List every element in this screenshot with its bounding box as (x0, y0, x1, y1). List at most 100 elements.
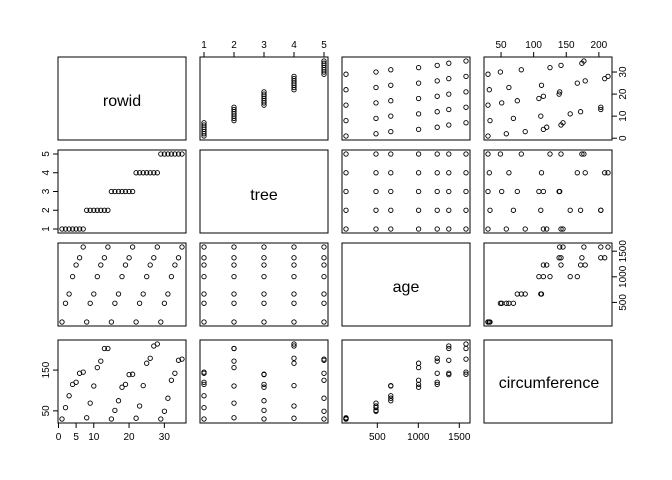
point-age-vs-rowid-3 (66, 291, 72, 297)
point-tree-vs-rowid-34 (175, 151, 182, 157)
point-circumference-vs-tree-29 (321, 416, 327, 422)
point-circumference-vs-rowid-34 (175, 357, 182, 363)
point-age-vs-tree-33 (321, 262, 327, 268)
point-tree-vs-age-25 (415, 170, 422, 176)
point-rowid-vs-circumference-33 (558, 62, 564, 69)
point-tree-vs-circumference-19 (540, 188, 547, 195)
point-circumference-vs-tree-28 (291, 341, 297, 347)
point-tree-vs-rowid-35 (179, 151, 185, 157)
point-tree-vs-age-3 (388, 226, 394, 232)
point-rowid-vs-circumference-16 (499, 100, 505, 106)
point-rowid-vs-age-20 (446, 91, 452, 97)
point-circumference-vs-rowid-25 (144, 360, 150, 366)
point-tree-vs-rowid-33 (172, 151, 178, 157)
point-circumference-vs-rowid-7 (80, 369, 86, 375)
point-tree-vs-circumference-24 (538, 170, 545, 176)
panel-age-vs-age (341, 242, 471, 327)
point-age-vs-circumference-13 (598, 255, 604, 261)
point-tree-vs-rowid-1 (59, 226, 65, 232)
point-tree-vs-circumference-5 (544, 226, 550, 232)
point-age-vs-tree-18 (261, 273, 267, 280)
point-age-vs-rowid-27 (151, 255, 157, 261)
point-circumference-vs-rowid-20 (126, 371, 132, 378)
point-tree-vs-rowid-10 (91, 207, 97, 213)
point-age-vs-rowid-33 (172, 262, 178, 268)
rowid_bottom-tick-label-4: 30 (159, 432, 171, 443)
point-tree-vs-rowid-13 (101, 207, 108, 213)
point-age-vs-circumference-5 (544, 262, 550, 268)
point-rowid-vs-age-31 (388, 67, 394, 73)
point-age-vs-circumference-26 (582, 262, 588, 268)
point-age-vs-tree-2 (201, 300, 207, 306)
point-tree-vs-rowid-26 (147, 170, 153, 176)
point-rowid-vs-circumference-32 (547, 64, 553, 71)
point-age-vs-circumference-32 (547, 273, 553, 280)
point-tree-vs-circumference-26 (582, 170, 588, 176)
point-circumference-vs-age-26 (434, 355, 440, 361)
point-tree-vs-rowid-9 (87, 207, 93, 213)
point-age-vs-tree-23 (291, 300, 297, 306)
point-circumference-vs-rowid-10 (91, 383, 97, 389)
point-age-vs-rowid-7 (80, 244, 86, 250)
point-rowid-vs-age-22 (343, 87, 349, 93)
point-age-vs-tree-25 (291, 273, 297, 280)
point-rowid-vs-age-17 (388, 98, 394, 104)
point-tree-vs-rowid-16 (112, 188, 118, 195)
point-rowid-vs-age-25 (415, 80, 422, 86)
point-circumference-vs-rowid-23 (136, 403, 143, 409)
point-circumference-vs-age-21 (463, 371, 469, 377)
point-circumference-vs-age-7 (463, 369, 469, 375)
point-circumference-vs-tree-18 (261, 384, 267, 390)
point-circumference-vs-tree-30 (321, 408, 327, 414)
panel-rowid-vs-age (341, 56, 471, 141)
rowid_right-tick-label-1: 10 (618, 110, 629, 122)
point-tree-vs-age-14 (463, 207, 469, 213)
point-age-vs-rowid-24 (140, 291, 146, 297)
point-circumference-vs-tree-9 (231, 400, 237, 406)
diag-label-rowid: rowid (103, 93, 141, 110)
point-circumference-vs-rowid-21 (129, 371, 136, 377)
point-tree-vs-circumference-33 (558, 151, 564, 157)
point-circumference-vs-age-23 (373, 403, 379, 409)
panel-circumference-vs-circumference (483, 339, 613, 424)
point-circumference-vs-tree-1 (201, 416, 207, 422)
panel-rowid-vs-rowid (57, 56, 187, 141)
point-circumference-vs-tree-21 (261, 371, 267, 377)
point-tree-vs-circumference-2 (503, 226, 509, 232)
point-circumference-vs-tree-35 (321, 356, 327, 362)
point-age-vs-rowid-25 (144, 273, 150, 280)
point-tree-vs-age-32 (415, 151, 422, 157)
point-tree-vs-circumference-23 (506, 170, 512, 176)
point-rowid-vs-circumference-15 (485, 102, 491, 108)
point-age-vs-circumference-24 (538, 291, 545, 297)
point-circumference-vs-age-5 (434, 379, 440, 385)
point-tree-vs-rowid-2 (62, 226, 69, 232)
point-tree-vs-rowid-25 (144, 170, 150, 176)
point-tree-vs-age-13 (446, 207, 452, 213)
point-circumference-vs-rowid-28 (154, 341, 160, 347)
point-circumference-vs-tree-11 (231, 364, 237, 371)
age_bottom-tick-label-0: 500 (369, 432, 386, 443)
point-rowid-vs-age-24 (388, 82, 394, 88)
point-circumference-vs-age-33 (434, 370, 440, 376)
point-tree-vs-rowid-27 (151, 170, 157, 176)
point-age-vs-rowid-19 (122, 262, 129, 268)
point-age-vs-tree-34 (321, 255, 327, 261)
point-tree-vs-rowid-5 (73, 226, 79, 232)
point-age-vs-circumference-7 (560, 244, 566, 250)
point-circumference-vs-rowid-2 (62, 404, 69, 411)
point-tree-vs-circumference-12 (577, 207, 584, 213)
point-circumference-vs-tree-19 (261, 381, 267, 388)
point-rowid-vs-age-35 (463, 58, 469, 64)
point-circumference-vs-rowid-13 (101, 345, 108, 352)
point-age-vs-tree-13 (231, 255, 237, 261)
point-circumference-vs-rowid-24 (140, 382, 146, 389)
point-tree-vs-age-11 (415, 207, 422, 213)
point-age-vs-tree-17 (261, 291, 267, 297)
point-rowid-vs-age-7 (463, 120, 469, 126)
diag-label-circumference: circumference (499, 375, 600, 392)
point-circumference-vs-tree-32 (321, 377, 327, 383)
age_right-tick-label-2: 1500 (618, 240, 629, 263)
point-rowid-vs-circumference-19 (540, 93, 547, 99)
